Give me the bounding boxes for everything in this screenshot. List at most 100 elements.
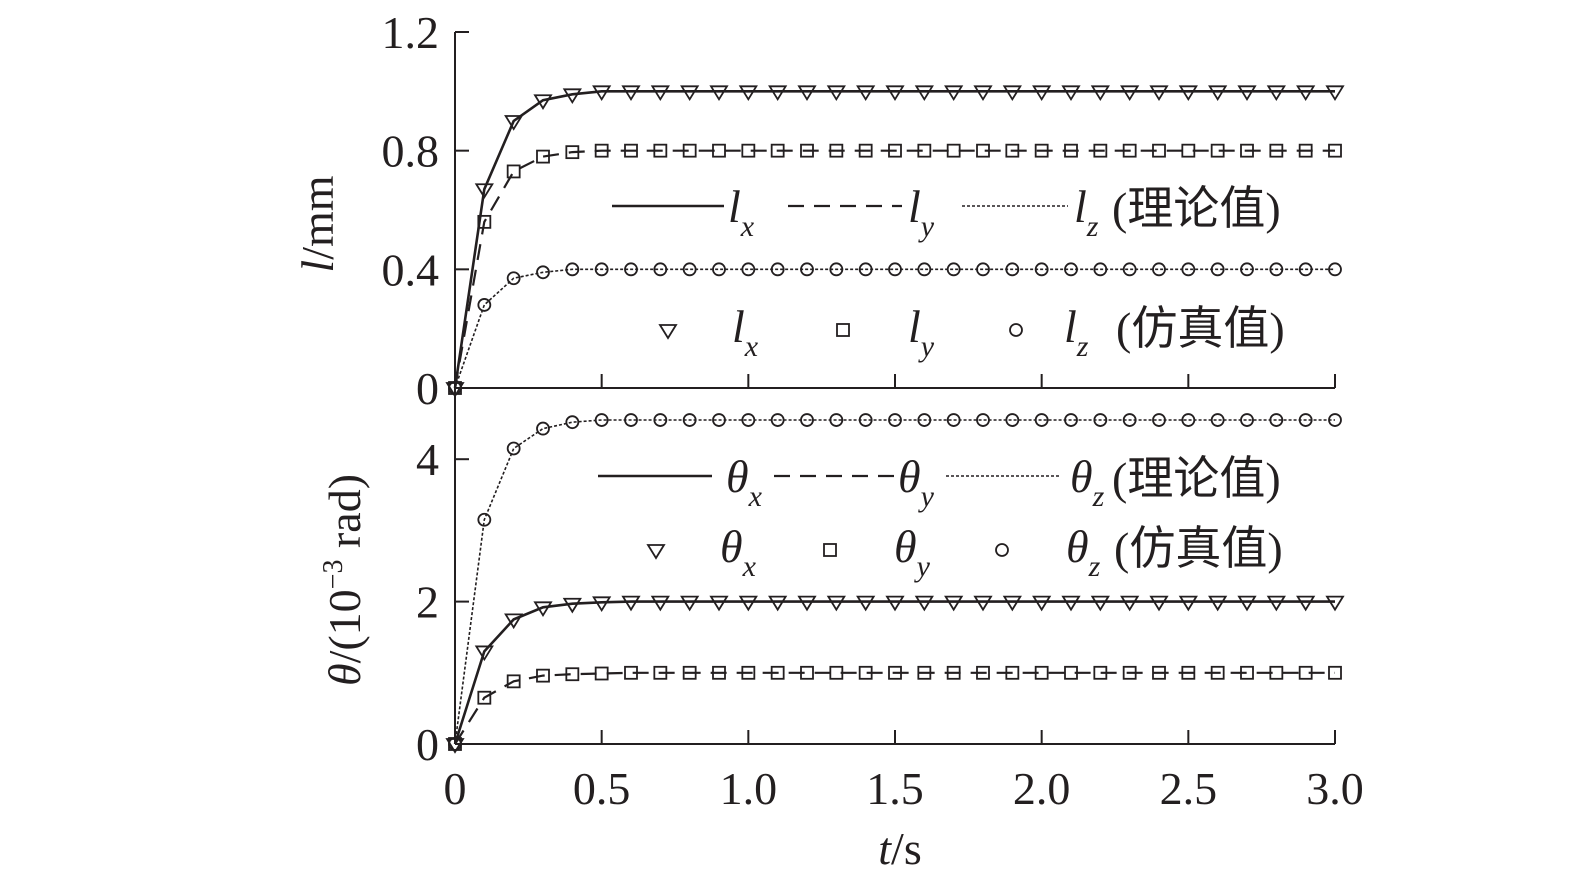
data-point — [1266, 595, 1286, 612]
y-axis-label-unit-rest: rad) — [319, 474, 370, 560]
data-point — [536, 668, 550, 683]
data-point — [741, 262, 756, 277]
data-point — [1181, 413, 1196, 427]
legend-label-base: θ — [894, 521, 917, 572]
data-point — [1005, 665, 1020, 680]
data-point — [858, 143, 873, 158]
legend-label-sub: y — [918, 210, 935, 243]
data-point — [682, 413, 697, 427]
y-tick-label: 0 — [416, 719, 439, 770]
data-point — [1061, 595, 1081, 612]
legend-label-base: l — [732, 301, 745, 352]
data-point — [1093, 262, 1108, 277]
data-point — [624, 665, 638, 680]
legend-label-sub: x — [744, 330, 759, 363]
data-point — [1005, 413, 1020, 427]
legend-label-base: θ — [1066, 521, 1089, 572]
data-point — [973, 595, 993, 612]
data-point — [976, 143, 990, 158]
legend-theory-suffix: (理论值) — [1112, 183, 1281, 234]
y-tick-label: 0 — [416, 363, 439, 414]
data-point — [1034, 143, 1049, 158]
data-point — [738, 85, 758, 102]
legend-label: θz — [1070, 451, 1105, 513]
data-point — [1298, 665, 1313, 680]
data-point — [621, 595, 641, 612]
legend-label: θx — [726, 451, 763, 513]
data-point — [1032, 85, 1052, 102]
series-line — [454, 268, 1335, 389]
data-point — [1152, 665, 1166, 680]
data-point — [944, 595, 964, 612]
data-point — [797, 85, 817, 102]
data-point — [1064, 262, 1078, 277]
data-point — [1122, 413, 1137, 427]
data-point — [565, 145, 580, 160]
data-point — [885, 595, 905, 612]
data-point — [768, 85, 788, 102]
data-point — [1122, 262, 1137, 277]
legend-marker-sample — [995, 543, 1009, 557]
data-point — [594, 143, 609, 158]
data-point — [594, 666, 609, 681]
data-point — [682, 143, 697, 158]
data-point — [1269, 262, 1284, 277]
data-point — [709, 85, 729, 102]
data-point — [976, 665, 990, 680]
data-point — [829, 143, 844, 158]
data-point — [1266, 85, 1286, 102]
data-point — [1237, 85, 1257, 102]
legend-marker-sample — [658, 324, 678, 340]
data-point — [1005, 143, 1020, 158]
legend-label-base: l — [908, 181, 921, 232]
data-point — [829, 262, 844, 277]
data-point — [477, 214, 492, 229]
x-tick-label: 1.0 — [720, 763, 778, 814]
data-point — [712, 413, 726, 427]
x-axis-label-unit: /s — [891, 823, 922, 874]
data-point — [1064, 665, 1078, 680]
data-point — [1208, 85, 1228, 102]
data-point — [565, 415, 580, 430]
data-point — [536, 265, 550, 280]
series-l_x — [445, 85, 1345, 398]
y-axis-label: θ/(10−3 rad) — [318, 474, 370, 686]
data-point — [797, 595, 817, 612]
legend-label-base: l — [728, 181, 741, 232]
data-point — [682, 665, 697, 680]
legend-label: ly — [908, 301, 935, 363]
data-point — [650, 595, 670, 612]
data-point — [976, 262, 990, 277]
data-point — [888, 665, 902, 680]
legend-label: lz — [1064, 301, 1089, 363]
series-line — [454, 419, 1335, 745]
data-point — [1178, 85, 1198, 102]
data-point — [1181, 665, 1196, 680]
legend-label-base: θ — [720, 521, 743, 572]
data-point — [680, 595, 700, 612]
data-point — [917, 262, 932, 277]
legend-label-base: l — [1074, 181, 1087, 232]
data-point — [1149, 595, 1169, 612]
data-point — [712, 262, 726, 277]
data-point — [1240, 665, 1254, 680]
y-axis-label-exponent: −3 — [318, 560, 349, 590]
data-point — [888, 143, 902, 158]
data-point — [1149, 85, 1169, 102]
data-point — [1269, 143, 1284, 158]
legend-marker-sample — [823, 543, 837, 557]
series-θ_x — [445, 595, 1345, 754]
data-point — [944, 85, 964, 102]
data-point — [885, 85, 905, 102]
x-tick-label: 2.5 — [1160, 763, 1218, 814]
data-point — [1178, 595, 1198, 612]
data-point — [1064, 143, 1078, 158]
legend-label: θz — [1066, 521, 1101, 583]
data-point — [592, 596, 612, 613]
data-point — [1325, 595, 1345, 612]
data-point — [888, 413, 902, 427]
data-point — [856, 85, 876, 102]
data-point — [768, 595, 788, 612]
data-point — [829, 413, 844, 427]
